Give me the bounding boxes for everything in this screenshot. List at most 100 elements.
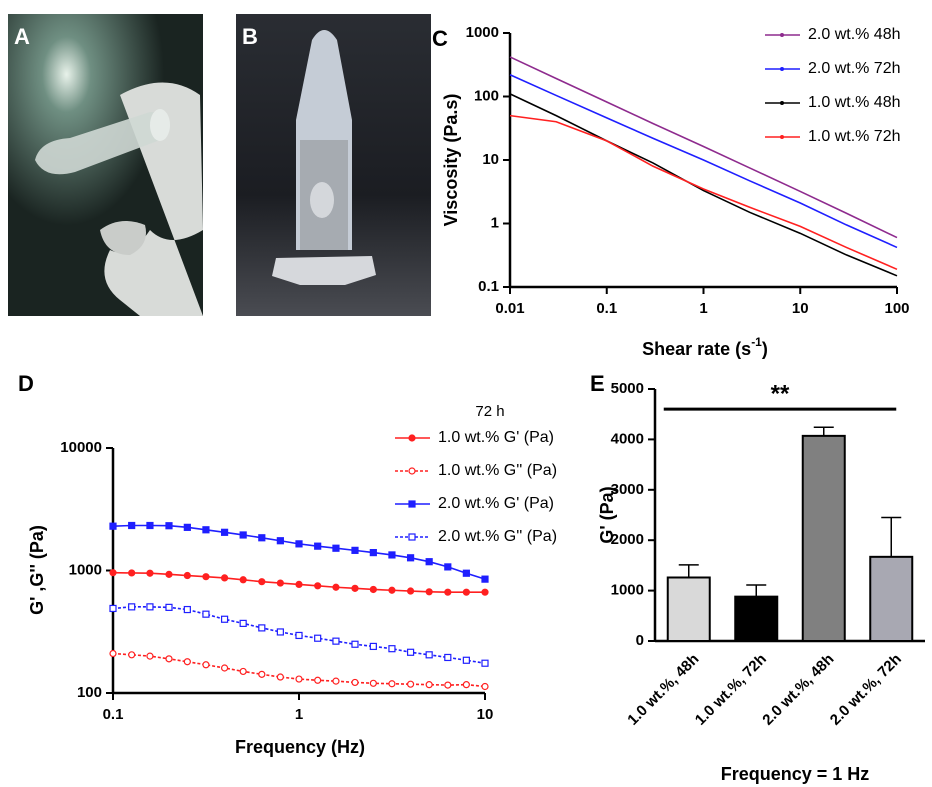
- marker: [258, 534, 266, 542]
- marker: [444, 653, 452, 662]
- series-line: [509, 114, 898, 271]
- marker: [258, 624, 266, 632]
- x-tick-label: 2.0 wt.%, 48h: [759, 651, 837, 729]
- marker: [388, 645, 396, 653]
- marker: [295, 675, 303, 683]
- x-axis-label-part: ): [762, 339, 768, 359]
- marker: [220, 615, 229, 623]
- marker: [146, 521, 154, 530]
- marker: [276, 628, 284, 636]
- photo-a: [8, 14, 203, 316]
- series-line: [509, 74, 898, 249]
- bar: [801, 434, 846, 643]
- marker: [351, 678, 359, 687]
- marker: [183, 523, 191, 531]
- x-tick-label: 2.0 wt.%, 72h: [827, 651, 905, 729]
- marker: [314, 634, 322, 642]
- marker: [295, 540, 303, 548]
- marker: [109, 604, 117, 613]
- marker: [258, 670, 266, 678]
- panel-label: D: [18, 371, 34, 396]
- y-axis-label: G' (Pa): [597, 486, 617, 543]
- marker: [109, 522, 117, 530]
- marker: [276, 673, 284, 681]
- y-tick-label: 100: [474, 87, 499, 104]
- marker: [276, 579, 284, 587]
- y-tick-label: 1000: [466, 24, 499, 41]
- y-tick-label: 3000: [611, 481, 644, 498]
- marker: [444, 681, 452, 689]
- marker: [258, 578, 266, 586]
- legend-label: 2.0 wt.% G'' (Pa): [438, 528, 557, 545]
- marker: [406, 554, 415, 562]
- marker: [332, 583, 340, 591]
- y-tick-label: 1000: [611, 582, 644, 599]
- x-tick-label: 1: [295, 706, 303, 723]
- marker: [146, 603, 154, 611]
- marker: [332, 544, 340, 552]
- marker: [388, 586, 396, 594]
- y-tick-label: 10000: [60, 439, 102, 456]
- marker: [276, 537, 284, 545]
- marker: [462, 569, 470, 577]
- x-tick-label: 0.1: [596, 300, 617, 317]
- y-axis-label: G' ,G'' (Pa): [27, 525, 47, 615]
- y-tick-label: 0.1: [478, 278, 499, 295]
- marker: [220, 528, 229, 536]
- y-tick-label: 10: [482, 151, 499, 168]
- marker: [406, 648, 415, 656]
- marker: [314, 542, 322, 550]
- legend-label: 1.0 wt.% G' (Pa): [438, 429, 554, 446]
- series-line: [112, 606, 486, 665]
- marker: [369, 679, 377, 687]
- legend-label: 1.0 wt.% 72h: [808, 128, 901, 145]
- y-tick-label: 0: [636, 632, 644, 649]
- marker: [165, 655, 173, 663]
- marker: [165, 570, 173, 578]
- marker: [202, 661, 210, 669]
- y-tick-label: 1: [491, 214, 499, 231]
- x-axis-label-part: Frequency (Hz): [235, 737, 365, 757]
- photo-b: [236, 14, 431, 316]
- bar: [734, 595, 779, 643]
- x-axis-label-part: -1: [751, 335, 762, 349]
- x-axis-label: Shear rate (s-1): [642, 335, 768, 359]
- x-tick-label: 10: [792, 300, 809, 317]
- marker: [406, 587, 415, 595]
- legend-title: 72 h: [475, 403, 504, 420]
- marker: [462, 656, 470, 664]
- marker: [462, 588, 470, 596]
- x-axis-label-part: Frequency = 1 Hz: [721, 764, 870, 784]
- marker: [369, 642, 377, 651]
- y-tick-label: 4000: [611, 430, 644, 447]
- marker: [481, 575, 489, 583]
- legend-marker: [408, 500, 416, 508]
- marker: [481, 682, 489, 691]
- marker: [239, 667, 247, 676]
- marker: [388, 551, 396, 559]
- legend-marker: [408, 434, 416, 442]
- x-axis-label-part: Shear rate (s: [642, 339, 751, 359]
- marker: [295, 580, 303, 589]
- panel-label: E: [590, 371, 605, 396]
- marker: [128, 569, 136, 577]
- marker: [202, 610, 210, 618]
- legend-marker: [780, 135, 784, 139]
- marker: [220, 664, 229, 672]
- marker: [239, 619, 247, 627]
- marker: [202, 526, 210, 534]
- legend-marker: [408, 467, 416, 475]
- marker: [444, 563, 452, 571]
- marker: [425, 651, 433, 659]
- marker: [239, 531, 247, 539]
- marker: [425, 681, 433, 689]
- marker: [481, 588, 489, 596]
- legend-label: 2.0 wt.% G' (Pa): [438, 495, 554, 512]
- legend-marker: [780, 33, 784, 37]
- x-tick-label: 1.0 wt.%, 48h: [624, 651, 702, 729]
- marker: [462, 681, 470, 689]
- marker: [128, 521, 136, 530]
- significance-label: **: [771, 381, 790, 408]
- legend-label: 2.0 wt.% 48h: [808, 26, 901, 43]
- marker: [425, 558, 433, 566]
